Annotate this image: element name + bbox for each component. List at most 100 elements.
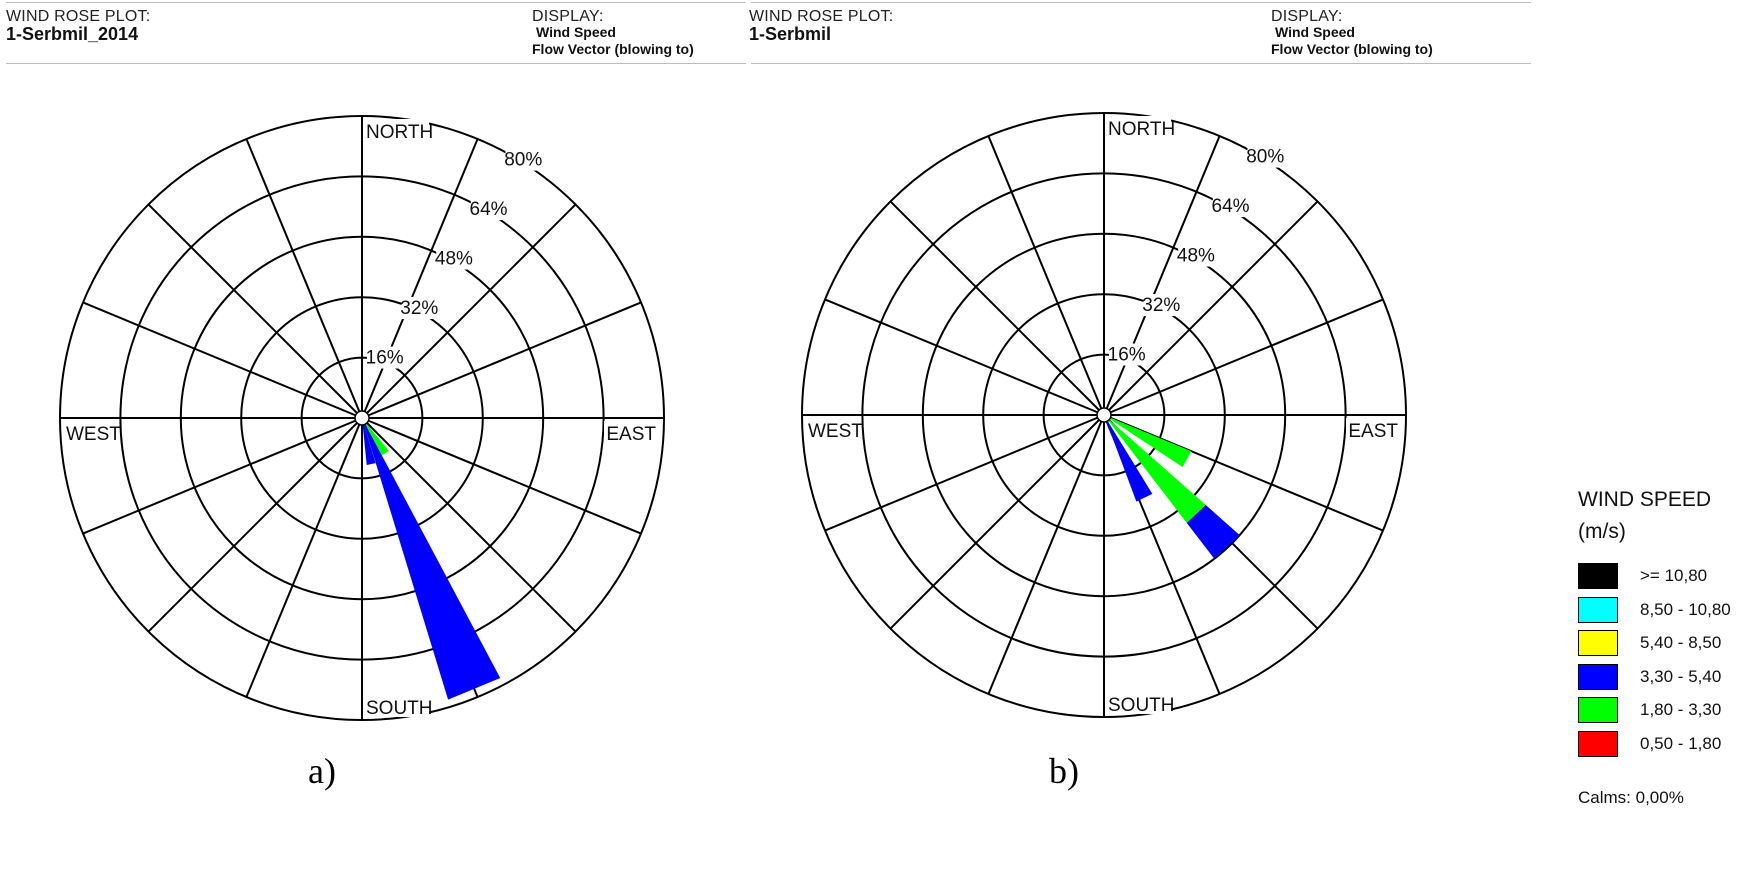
wind-petal bbox=[1104, 415, 1153, 502]
ring-label: 48% bbox=[435, 249, 473, 270]
legend-swatch bbox=[1578, 596, 1618, 623]
direction-label-bg bbox=[1105, 116, 1171, 138]
header-bottom-rule bbox=[6, 63, 746, 64]
wind-petal bbox=[362, 418, 389, 456]
display-mode: Flow Vector (blowing to) bbox=[1271, 41, 1433, 57]
wind-petal bbox=[1104, 415, 1192, 468]
ring-label: 80% bbox=[1246, 147, 1284, 168]
direction-label-bg bbox=[63, 421, 117, 443]
legend-item: >= 10,80 bbox=[1578, 562, 1707, 590]
grid-spoke bbox=[824, 414, 1105, 532]
grid-spoke bbox=[245, 417, 363, 698]
ring-label-bg bbox=[366, 346, 403, 369]
display-label: DISPLAY: bbox=[1271, 8, 1343, 25]
legend-item: 5,40 - 8,50 bbox=[1578, 629, 1721, 657]
ring-label-bg bbox=[470, 198, 507, 221]
grid-spoke bbox=[987, 414, 1105, 695]
wind-rose-chart-a: 16% 32% 48% 64% 80% NORTH EAST SOUTH WEST bbox=[59, 115, 665, 721]
grid-spoke bbox=[82, 301, 363, 419]
center-hub bbox=[1096, 407, 1112, 423]
header-top-rule bbox=[751, 2, 1531, 3]
grid-spoke bbox=[361, 138, 479, 419]
grid-spoke bbox=[1103, 135, 1221, 416]
grid-spoke bbox=[361, 203, 577, 419]
ring-label: 48% bbox=[1177, 246, 1215, 267]
ring-label-bg bbox=[505, 148, 541, 171]
legend-item: 1,80 - 3,30 bbox=[1578, 696, 1721, 724]
plot-header-label: WIND ROSE PLOT: bbox=[749, 8, 894, 25]
direction-label-bg bbox=[363, 119, 429, 141]
direction-label: EAST bbox=[1348, 421, 1398, 442]
legend-label: >= 10,80 bbox=[1640, 566, 1708, 585]
wind-petal bbox=[362, 418, 501, 700]
direction-label-bg bbox=[363, 695, 429, 717]
legend-item: 0,50 - 1,80 bbox=[1578, 730, 1721, 758]
legend-label: 3,30 - 5,40 bbox=[1640, 666, 1722, 686]
display-value: Wind Speed bbox=[536, 24, 616, 40]
center-hub bbox=[354, 410, 370, 426]
grid-spoke bbox=[889, 414, 1105, 630]
grid-spoke bbox=[361, 417, 642, 535]
wind-rose-chart-b: 16% 32% 48% 64% 80% NORTH EAST SOUTH WEST bbox=[801, 112, 1407, 718]
direction-label-bg bbox=[805, 418, 859, 440]
legend-label: 1,80 - 3,30 bbox=[1640, 700, 1722, 719]
grid-spoke bbox=[1103, 414, 1384, 532]
direction-label: WEST bbox=[808, 421, 863, 442]
legend-label: 0,50 - 1,80 bbox=[1640, 733, 1722, 753]
ring-label-bg bbox=[1108, 343, 1145, 366]
grid-spoke bbox=[824, 298, 1105, 416]
legend-label: 5,40 - 8,50 bbox=[1640, 633, 1722, 652]
ring-label: 32% bbox=[400, 298, 438, 319]
grid-spoke bbox=[147, 417, 363, 633]
ring-label: 32% bbox=[1142, 295, 1180, 316]
header-top-rule bbox=[6, 2, 746, 3]
legend-units: (m/s) bbox=[1578, 520, 1626, 543]
header-bottom-rule bbox=[751, 63, 1531, 64]
ring-label-bg bbox=[1178, 244, 1214, 267]
direction-label: NORTH bbox=[1108, 119, 1175, 140]
direction-label: WEST bbox=[66, 424, 121, 445]
legend-swatch bbox=[1578, 697, 1618, 723]
direction-label-bg bbox=[1346, 418, 1400, 440]
ring-label-bg bbox=[436, 247, 472, 270]
direction-label: NORTH bbox=[366, 122, 433, 143]
ring-label-bg bbox=[401, 297, 438, 320]
ring-label: 80% bbox=[504, 150, 542, 171]
wind-petal bbox=[362, 418, 376, 465]
plot-header-label: WIND ROSE PLOT: bbox=[6, 8, 151, 25]
site-name: 1-Serbmil bbox=[749, 24, 832, 44]
grid-spoke bbox=[361, 301, 642, 419]
calms-label: Calms: 0,00% bbox=[1578, 788, 1684, 807]
ring-label-bg bbox=[1212, 195, 1249, 218]
wind-petal bbox=[1186, 505, 1240, 559]
legend-swatch bbox=[1578, 630, 1618, 656]
grid-spoke bbox=[82, 417, 363, 535]
ring-label: 64% bbox=[470, 199, 508, 220]
wind-rose-panel-b: WIND ROSE PLOT: 1-Serbmil DISPLAY: Wind … bbox=[749, 0, 1751, 880]
legend-swatch bbox=[1578, 663, 1618, 690]
legend-item: 3,30 - 5,40 bbox=[1578, 663, 1721, 691]
grid-spoke bbox=[361, 417, 577, 633]
wind-petal bbox=[1104, 415, 1206, 523]
direction-label: SOUTH bbox=[366, 698, 433, 719]
direction-label-bg bbox=[604, 421, 658, 443]
panel-caption: a) bbox=[308, 751, 336, 791]
ring-label: 16% bbox=[366, 348, 404, 369]
ring-label: 16% bbox=[1108, 345, 1146, 366]
display-value: Wind Speed bbox=[1275, 24, 1355, 40]
grid-spoke bbox=[147, 203, 363, 419]
wind-rose-panel-a: WIND ROSE PLOT: 1-Serbmil_2014 DISPLAY: … bbox=[0, 0, 860, 880]
ring-label-bg bbox=[1247, 145, 1283, 168]
grid-spoke bbox=[1103, 298, 1384, 416]
ring-label-bg bbox=[1143, 294, 1180, 317]
legend-title: WIND SPEED bbox=[1578, 488, 1712, 511]
legend-item: 8,50 - 10,80 bbox=[1578, 596, 1731, 624]
direction-label-bg bbox=[1105, 692, 1171, 714]
legend-label: 8,50 - 10,80 bbox=[1640, 599, 1731, 619]
panel-caption: b) bbox=[1049, 751, 1079, 791]
grid-spoke bbox=[889, 200, 1105, 416]
display-mode: Flow Vector (blowing to) bbox=[532, 41, 694, 57]
direction-label: SOUTH bbox=[1108, 695, 1175, 716]
display-label: DISPLAY: bbox=[532, 8, 604, 25]
direction-label: EAST bbox=[606, 424, 656, 445]
